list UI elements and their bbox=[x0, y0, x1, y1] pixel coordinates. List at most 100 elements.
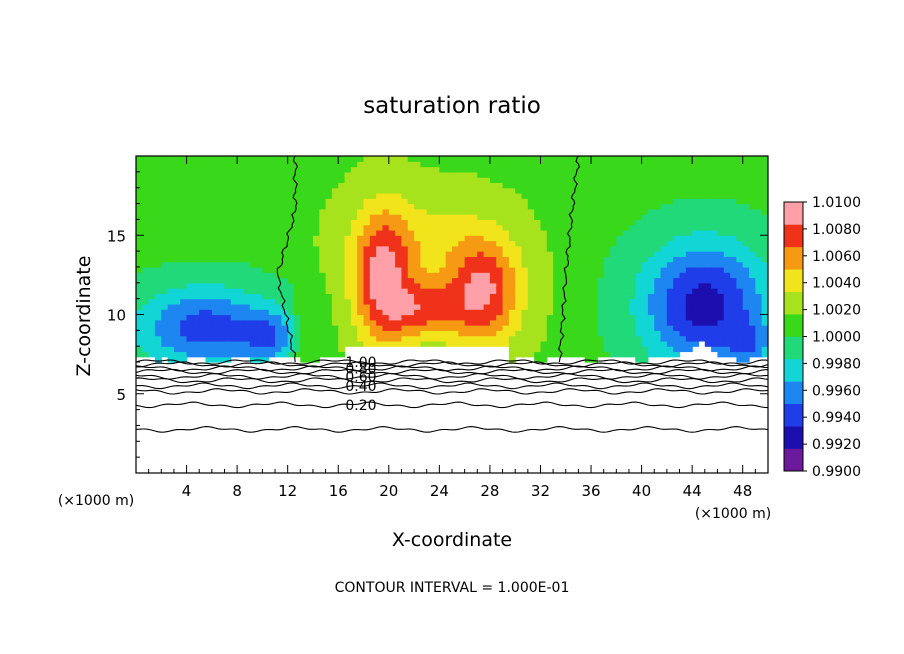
field-cell bbox=[502, 171, 510, 178]
field-cell bbox=[622, 156, 630, 162]
field-cell bbox=[237, 261, 245, 268]
field-cell bbox=[565, 319, 573, 326]
field-cell bbox=[350, 198, 358, 205]
field-cell bbox=[641, 256, 649, 263]
field-cell bbox=[148, 309, 156, 316]
field-cell bbox=[192, 256, 200, 263]
field-cell bbox=[572, 182, 579, 189]
field-cell bbox=[344, 240, 352, 247]
field-cell bbox=[704, 330, 712, 337]
field-cell bbox=[192, 288, 200, 294]
field-cell bbox=[218, 261, 226, 268]
field-cell bbox=[610, 340, 617, 347]
field-cell bbox=[489, 319, 497, 326]
field-cell bbox=[363, 171, 371, 178]
field-cell bbox=[654, 235, 662, 242]
field-cell bbox=[426, 251, 434, 257]
field-cell bbox=[294, 203, 301, 210]
field-cell bbox=[704, 208, 712, 215]
field-cell bbox=[742, 229, 750, 236]
field-cell bbox=[660, 319, 668, 326]
field-cell bbox=[553, 235, 561, 242]
field-cell bbox=[300, 330, 308, 337]
field-cell bbox=[591, 319, 598, 326]
field-cell bbox=[749, 251, 756, 257]
field-cell bbox=[692, 298, 700, 305]
field-cell bbox=[331, 351, 339, 358]
field-cell bbox=[331, 182, 339, 189]
field-cell bbox=[338, 229, 346, 236]
field-cell bbox=[477, 177, 485, 184]
field-cell bbox=[230, 203, 238, 210]
field-cell bbox=[742, 314, 750, 321]
field-cell bbox=[199, 235, 207, 242]
field-cell bbox=[711, 229, 719, 236]
field-cell bbox=[350, 208, 358, 215]
field-cell bbox=[616, 330, 624, 337]
field-cell bbox=[679, 277, 687, 284]
field-cell bbox=[502, 161, 510, 168]
field-cell bbox=[578, 277, 586, 284]
field-cell bbox=[553, 156, 561, 162]
field-cell bbox=[559, 288, 567, 294]
field-cell bbox=[717, 166, 725, 173]
field-cell bbox=[173, 177, 181, 184]
field-cell bbox=[338, 314, 346, 321]
field-cell bbox=[584, 198, 592, 205]
field-cell bbox=[249, 325, 257, 331]
field-cell bbox=[211, 282, 219, 289]
field-cell bbox=[439, 245, 447, 252]
field-cell bbox=[433, 224, 440, 231]
field-cell bbox=[546, 335, 554, 342]
field-cell bbox=[401, 203, 409, 210]
field-cell bbox=[331, 256, 339, 263]
field-cell bbox=[616, 203, 624, 210]
field-cell bbox=[382, 192, 390, 199]
field-cell bbox=[610, 298, 617, 305]
field-cell bbox=[610, 272, 617, 279]
field-cell bbox=[256, 346, 263, 353]
field-cell bbox=[331, 319, 339, 326]
field-cell bbox=[439, 330, 447, 337]
field-cell bbox=[483, 219, 491, 226]
field-cell bbox=[458, 309, 466, 316]
field-cell bbox=[553, 161, 561, 168]
field-cell bbox=[439, 182, 447, 189]
field-cell bbox=[439, 288, 447, 294]
field-cell bbox=[426, 203, 434, 210]
field-cell bbox=[350, 229, 358, 236]
field-cell bbox=[154, 298, 162, 305]
field-cell bbox=[578, 224, 586, 231]
field-cell bbox=[262, 303, 270, 310]
field-cell bbox=[281, 235, 289, 242]
field-cell bbox=[199, 325, 207, 331]
field-cell bbox=[685, 319, 693, 326]
field-cell bbox=[167, 171, 175, 178]
field-cell bbox=[249, 303, 257, 310]
field-cell bbox=[357, 229, 365, 236]
field-cell bbox=[180, 219, 188, 226]
field-cell bbox=[534, 319, 542, 326]
field-cell bbox=[243, 208, 251, 215]
field-cell bbox=[382, 177, 390, 184]
field-cell bbox=[173, 335, 181, 342]
field-cell bbox=[312, 282, 320, 289]
field-cell bbox=[262, 272, 270, 279]
field-cell bbox=[641, 266, 649, 273]
field-cell bbox=[654, 325, 662, 331]
field-cell bbox=[470, 161, 478, 168]
field-cell bbox=[616, 298, 624, 305]
field-cell bbox=[294, 161, 301, 168]
field-cell bbox=[186, 303, 194, 310]
field-cell bbox=[136, 266, 143, 273]
field-cell bbox=[230, 219, 238, 226]
field-cell bbox=[496, 309, 504, 316]
field-cell bbox=[666, 192, 674, 199]
field-cell bbox=[464, 293, 472, 300]
field-cell bbox=[300, 235, 308, 242]
field-cell bbox=[736, 298, 744, 305]
field-cell bbox=[445, 340, 453, 347]
field-cell bbox=[136, 288, 143, 294]
field-cell bbox=[426, 187, 434, 194]
colorbar-label: 0.9940 bbox=[812, 410, 861, 426]
